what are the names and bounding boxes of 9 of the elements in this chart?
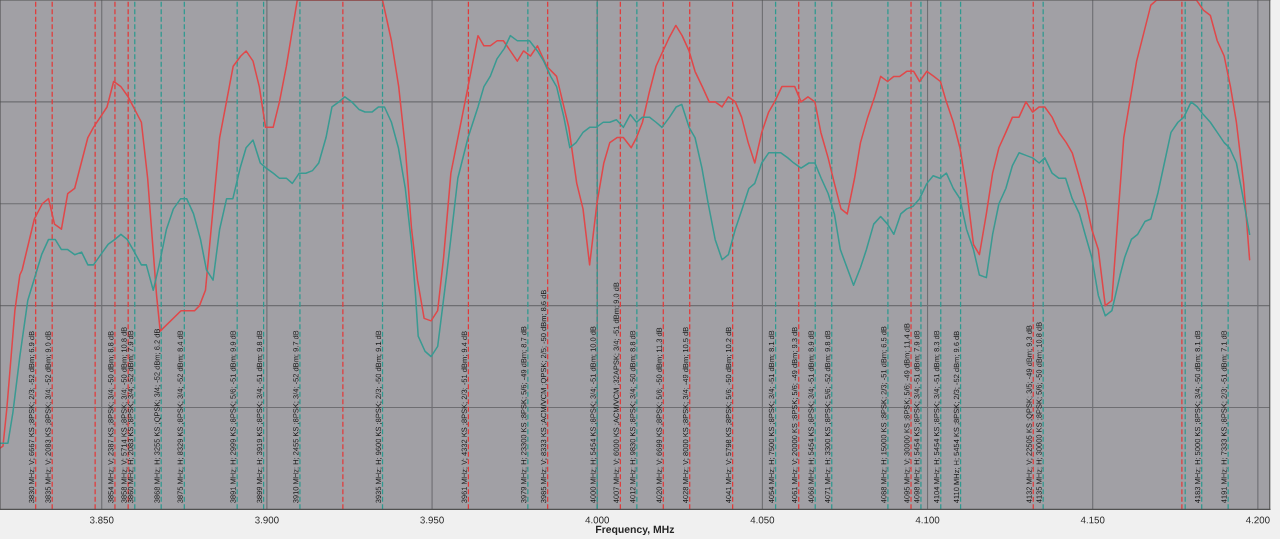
x-tick-label: 4.200 — [1245, 516, 1270, 524]
x-tick-label: 3.850 — [89, 516, 114, 524]
x-axis-title: Frequency, MHz — [596, 525, 675, 536]
x-tick-label: 4.000 — [585, 516, 610, 524]
x-tick-label: 4.100 — [915, 516, 940, 524]
x-tick-label: 3.950 — [420, 516, 444, 524]
x-tick-label: 4.150 — [1080, 516, 1105, 524]
x-tick-label: 3.900 — [255, 516, 279, 524]
x-tick-label: 4.050 — [750, 516, 775, 524]
